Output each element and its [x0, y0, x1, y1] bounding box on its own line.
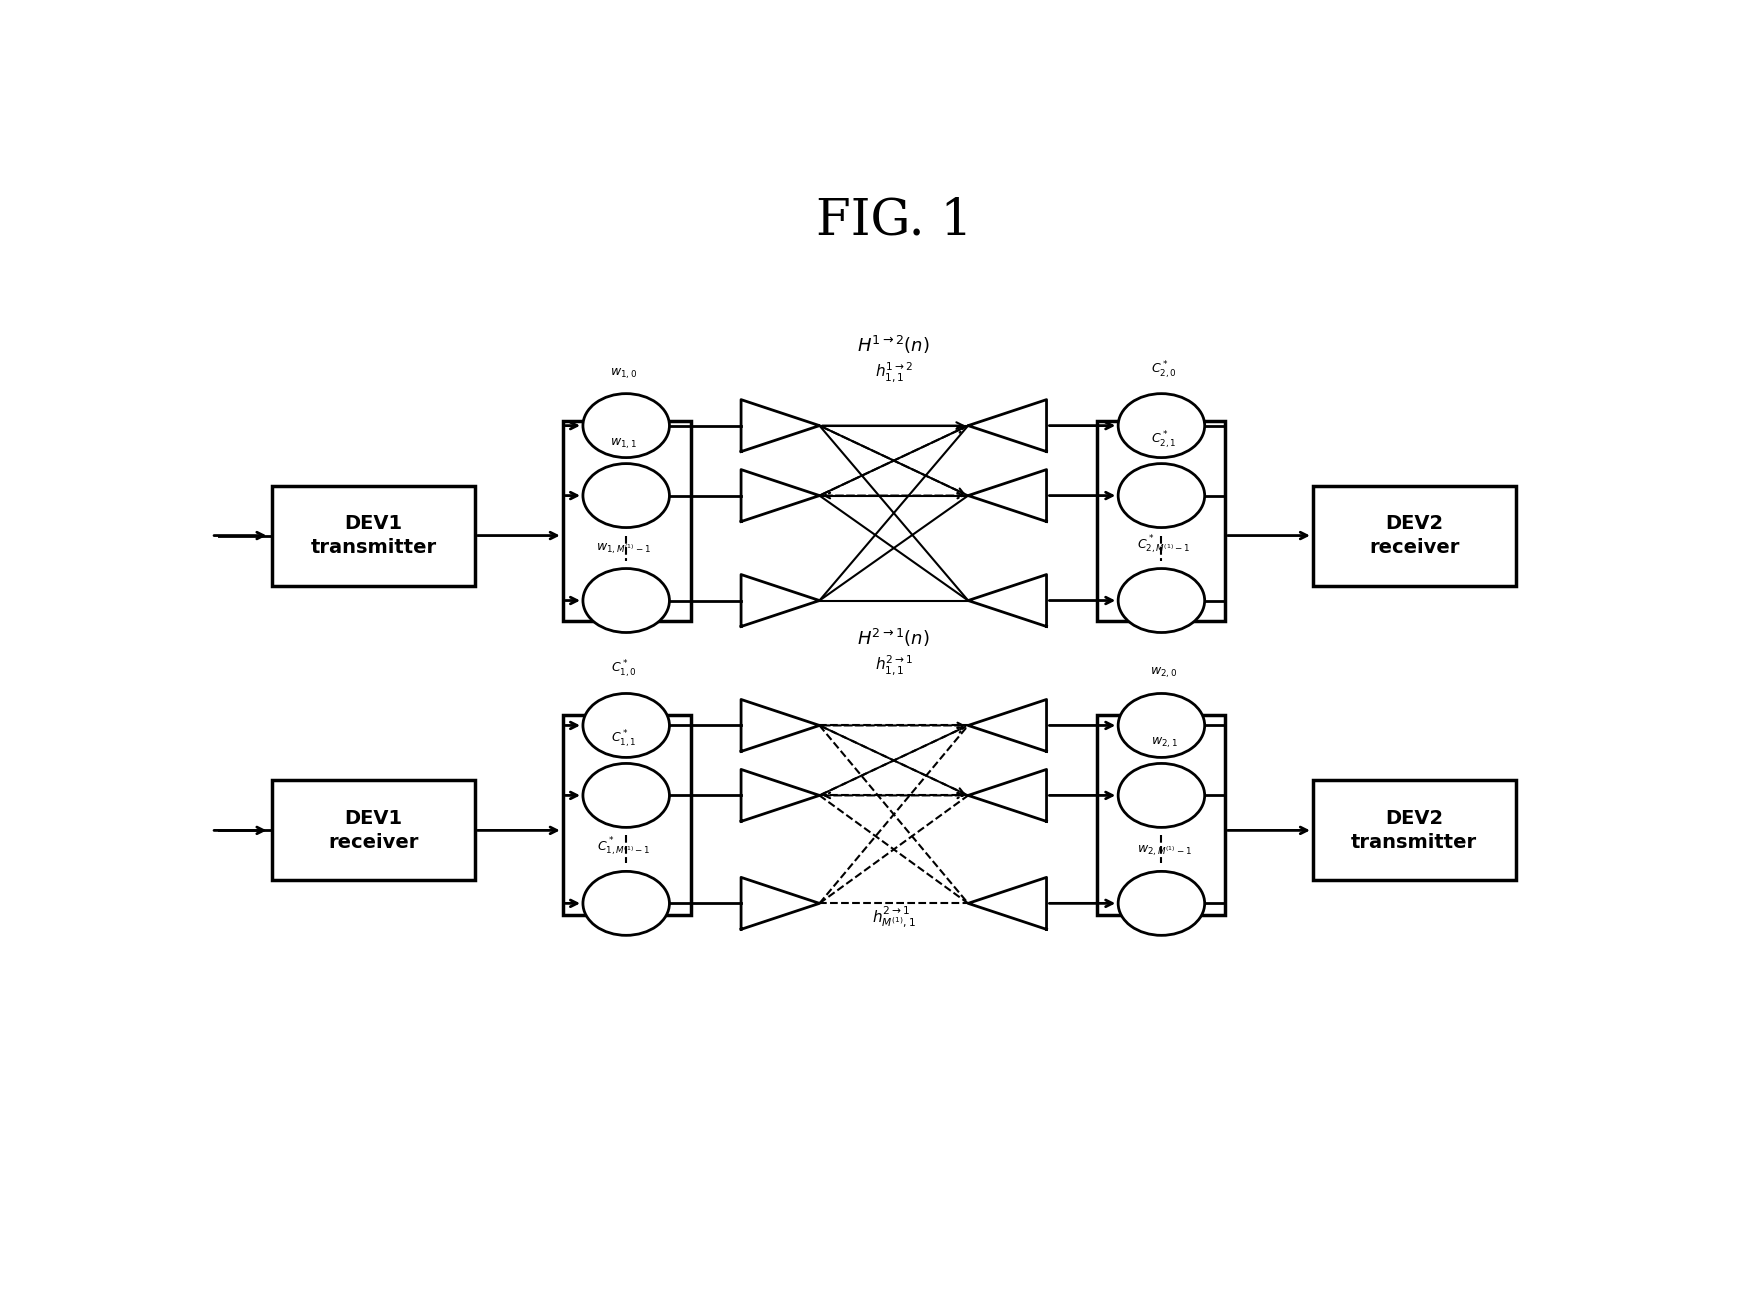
Text: $w_{2,0}$: $w_{2,0}$: [1151, 666, 1177, 680]
Text: $C^*_{2,M^{(1)}-1}$: $C^*_{2,M^{(1)}-1}$: [1137, 532, 1191, 556]
Text: $H^{2\rightarrow 1}(n)$: $H^{2\rightarrow 1}(n)$: [858, 627, 930, 649]
Text: $C^*_{1,M^{(1)}-1}$: $C^*_{1,M^{(1)}-1}$: [596, 836, 651, 858]
Circle shape: [1118, 693, 1205, 758]
Text: DEV2
transmitter: DEV2 transmitter: [1352, 809, 1477, 851]
Text: $w_{1,0}$: $w_{1,0}$: [610, 366, 637, 380]
Circle shape: [582, 763, 670, 827]
Circle shape: [1118, 393, 1205, 458]
Circle shape: [582, 569, 670, 632]
Text: $C^*_{1,1}$: $C^*_{1,1}$: [610, 729, 637, 750]
Text: $C^*_{2,1}$: $C^*_{2,1}$: [1151, 430, 1177, 450]
Text: $w_{2,M^{(1)}-1}$: $w_{2,M^{(1)}-1}$: [1137, 844, 1191, 858]
Circle shape: [582, 871, 670, 936]
Bar: [272, 485, 474, 585]
Text: $C^*_{2,0}$: $C^*_{2,0}$: [1151, 360, 1177, 380]
Circle shape: [1118, 871, 1205, 936]
Circle shape: [582, 463, 670, 527]
Text: $H^{1\rightarrow 2}(n)$: $H^{1\rightarrow 2}(n)$: [858, 334, 930, 356]
Text: FIG. 1: FIG. 1: [816, 196, 971, 245]
Text: DEV1
transmitter: DEV1 transmitter: [310, 514, 436, 557]
Bar: [563, 715, 691, 915]
Text: DEV2
receiver: DEV2 receiver: [1369, 514, 1460, 557]
Bar: [272, 780, 474, 880]
Text: $C^*_{1,0}$: $C^*_{1,0}$: [610, 659, 637, 680]
Text: $h^{1\rightarrow 2}_{1,1}$: $h^{1\rightarrow 2}_{1,1}$: [874, 360, 914, 384]
Text: $h^{2\rightarrow 1}_{1,1}$: $h^{2\rightarrow 1}_{1,1}$: [874, 654, 914, 678]
Text: DEV1
receiver: DEV1 receiver: [328, 809, 419, 851]
Text: $w_{1,M^{(1)}-1}$: $w_{1,M^{(1)}-1}$: [596, 541, 651, 556]
Text: $h^{2\rightarrow 1}_{M^{(1)},1}$: $h^{2\rightarrow 1}_{M^{(1)},1}$: [872, 905, 916, 931]
Bar: [563, 421, 691, 620]
Circle shape: [1118, 463, 1205, 527]
Circle shape: [1118, 569, 1205, 632]
Circle shape: [1118, 763, 1205, 827]
Circle shape: [582, 693, 670, 758]
Bar: [1097, 715, 1224, 915]
Text: $w_{1,1}$: $w_{1,1}$: [610, 436, 637, 450]
Bar: [1097, 421, 1224, 620]
Text: $w_{2,1}$: $w_{2,1}$: [1151, 736, 1177, 750]
Bar: [1313, 780, 1516, 880]
Bar: [1313, 485, 1516, 585]
Circle shape: [582, 393, 670, 458]
